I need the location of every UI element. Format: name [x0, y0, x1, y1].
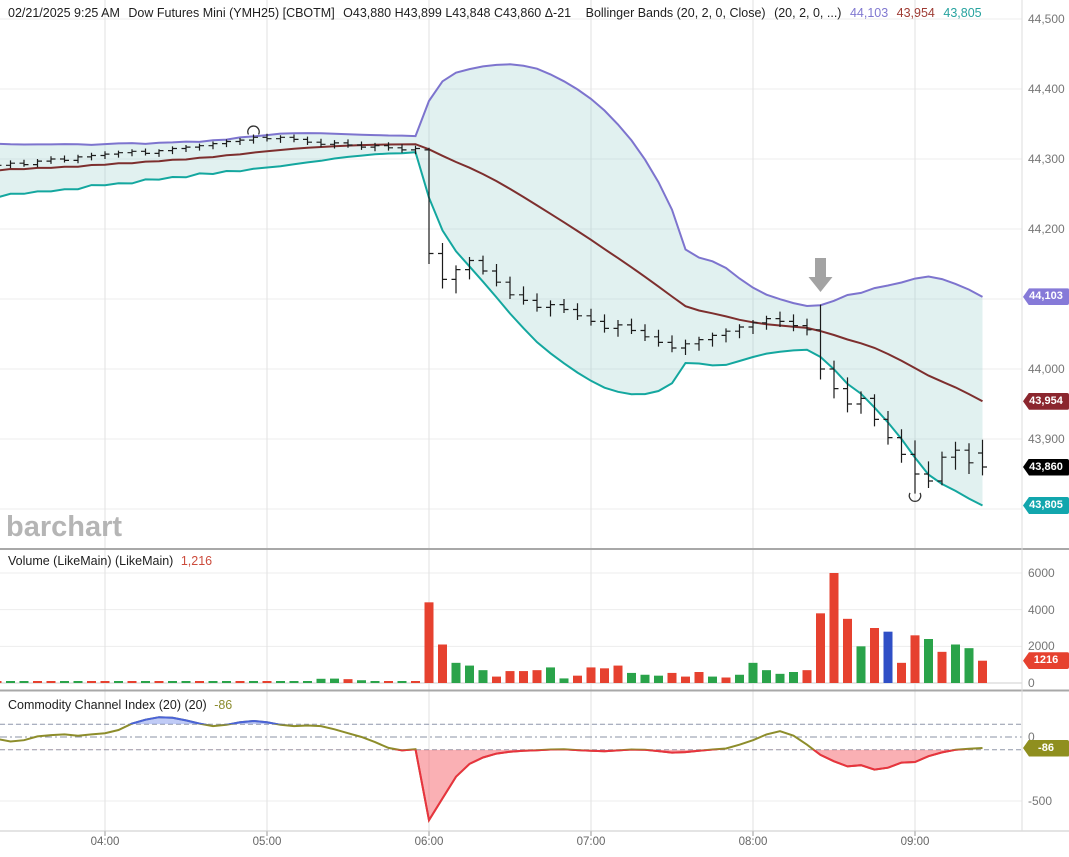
- cci-pane-header: Commodity Channel Index (20) (20) -86: [8, 698, 232, 712]
- cci-pane-title[interactable]: Commodity Channel Index (20) (20): [8, 698, 207, 712]
- header-ohlc: O43,880 H43,899 L43,848 C43,860 Δ-21: [343, 6, 572, 20]
- price-badge: 43,860: [1023, 458, 1069, 476]
- axis-tick-label: 09:00: [900, 836, 930, 848]
- price-badge: 43,954: [1023, 392, 1069, 410]
- header-study-label[interactable]: Bollinger Bands (20, 2, 0, Close): [585, 6, 766, 20]
- volume-pane-value: 1,216: [180, 554, 213, 568]
- axis-tick-label: 0: [1028, 730, 1035, 744]
- volume-pane-title[interactable]: Volume (LikeMain) (LikeMain): [8, 554, 174, 568]
- header-bb-lower-value: 43,805: [943, 6, 982, 20]
- volume-badge: 1216: [1023, 652, 1069, 670]
- axis-tick-label: 44,200: [1028, 222, 1065, 236]
- axis-tick-label: 04:00: [90, 836, 120, 848]
- axis-tick-label: 44,500: [1028, 12, 1065, 26]
- header-study-params[interactable]: (20, 2, 0, ...): [774, 6, 842, 20]
- axis-tick-label: 05:00: [252, 836, 282, 848]
- axis-tick-label: -500: [1028, 794, 1053, 808]
- header-bb-upper-value: 44,103: [849, 6, 889, 20]
- cci-badge: -86: [1023, 739, 1069, 757]
- axis-tick-label: 44,300: [1028, 152, 1065, 166]
- axis-tick-label: 43,900: [1028, 432, 1065, 446]
- cci-pane-value: -86: [214, 698, 233, 712]
- axis-tick-label: 06:00: [414, 836, 444, 848]
- axis-tick-label: 2000: [1028, 639, 1055, 654]
- axis-tick-label: 6000: [1028, 566, 1055, 580]
- price-badge: 43,805: [1023, 497, 1069, 514]
- axis-tick-label: 08:00: [738, 836, 768, 848]
- axis-tick-label: 0: [1028, 676, 1035, 690]
- axis-tick-label: 44,400: [1028, 82, 1065, 96]
- price-badge: 44,103: [1023, 288, 1069, 306]
- axis-tick-label: 07:00: [576, 836, 606, 848]
- barchart-logo: barchart: [6, 511, 123, 543]
- volume-pane-header: Volume (LikeMain) (LikeMain) 1,216: [8, 554, 212, 568]
- axis-tick-label: 4000: [1028, 602, 1055, 617]
- header-datetime: 02/21/2025 9:25 AM: [8, 6, 120, 20]
- axis-tick-label: 44,000: [1028, 362, 1065, 376]
- chart-header: 02/21/2025 9:25 AM Dow Futures Mini (YMH…: [8, 6, 987, 20]
- header-symbol: Dow Futures Mini (YMH25) [CBOTM]: [128, 6, 335, 20]
- header-bb-middle-value: 43,954: [896, 6, 935, 20]
